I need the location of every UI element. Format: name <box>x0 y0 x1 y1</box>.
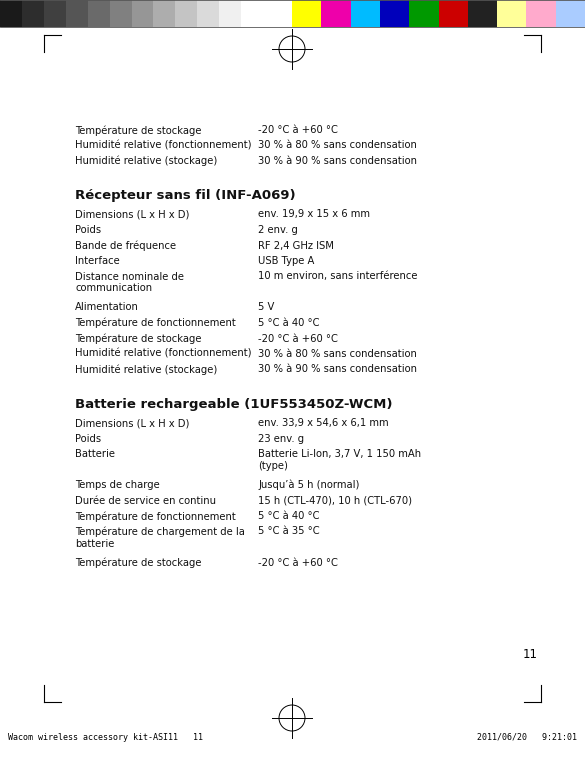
Bar <box>439 0 468 27</box>
Text: Interface: Interface <box>75 256 120 266</box>
Text: Batterie: Batterie <box>75 449 115 459</box>
Bar <box>409 0 439 27</box>
Bar <box>350 0 380 27</box>
Bar <box>292 0 321 27</box>
Text: 23 env. g: 23 env. g <box>258 434 304 444</box>
Text: RF 2,4 GHz ISM: RF 2,4 GHz ISM <box>258 240 334 250</box>
Bar <box>321 0 350 27</box>
Bar <box>22 0 44 27</box>
Text: Température de stockage: Température de stockage <box>75 125 201 136</box>
Text: Batterie rechargeable (1UF553450Z-WCM): Batterie rechargeable (1UF553450Z-WCM) <box>75 398 393 411</box>
Text: Temps de charge: Temps de charge <box>75 480 160 490</box>
Bar <box>132 0 153 27</box>
Text: 5 °C à 40 °C: 5 °C à 40 °C <box>258 318 319 328</box>
Bar <box>44 0 66 27</box>
Text: Durée de service en continu: Durée de service en continu <box>75 496 216 505</box>
Text: Batterie Li-Ion, 3,7 V, 1 150 mAh
(type): Batterie Li-Ion, 3,7 V, 1 150 mAh (type) <box>258 449 421 470</box>
Text: Alimentation: Alimentation <box>75 303 139 313</box>
Text: Bande de fréquence: Bande de fréquence <box>75 240 176 251</box>
Bar <box>556 0 585 27</box>
Text: 5 V: 5 V <box>258 303 274 313</box>
Text: Température de fonctionnement: Température de fonctionnement <box>75 511 236 521</box>
Text: Dimensions (L x H x D): Dimensions (L x H x D) <box>75 209 190 219</box>
Bar <box>153 0 176 27</box>
Text: 5 °C à 35 °C: 5 °C à 35 °C <box>258 527 319 537</box>
Bar <box>109 0 132 27</box>
Bar <box>197 0 219 27</box>
Bar <box>241 0 263 27</box>
Text: env. 33,9 x 54,6 x 6,1 mm: env. 33,9 x 54,6 x 6,1 mm <box>258 418 388 428</box>
Text: 5 °C à 40 °C: 5 °C à 40 °C <box>258 511 319 521</box>
Bar <box>497 0 526 27</box>
Text: Humidité relative (fonctionnement): Humidité relative (fonctionnement) <box>75 349 252 359</box>
Text: 30 % à 80 % sans condensation: 30 % à 80 % sans condensation <box>258 140 417 150</box>
Bar <box>176 0 197 27</box>
Text: Température de chargement de la
batterie: Température de chargement de la batterie <box>75 527 245 548</box>
Text: Poids: Poids <box>75 434 101 444</box>
Text: USB Type A: USB Type A <box>258 256 314 266</box>
Text: Récepteur sans fil (INF-A069): Récepteur sans fil (INF-A069) <box>75 189 295 203</box>
Text: Distance nominale de
communication: Distance nominale de communication <box>75 272 184 293</box>
Text: Dimensions (L x H x D): Dimensions (L x H x D) <box>75 418 190 428</box>
Text: -20 °C à +60 °C: -20 °C à +60 °C <box>258 125 338 135</box>
Text: Humidité relative (stockage): Humidité relative (stockage) <box>75 364 217 375</box>
Text: 2 env. g: 2 env. g <box>258 225 298 235</box>
Text: 30 % à 80 % sans condensation: 30 % à 80 % sans condensation <box>258 349 417 359</box>
Bar <box>468 0 497 27</box>
Text: 2011/06/20   9:21:01: 2011/06/20 9:21:01 <box>477 733 577 742</box>
Bar <box>219 0 241 27</box>
Text: Wacom wireless accessory kit-ASI11   11: Wacom wireless accessory kit-ASI11 11 <box>8 733 203 742</box>
Text: 15 h (CTL-470), 10 h (CTL-670): 15 h (CTL-470), 10 h (CTL-670) <box>258 496 412 505</box>
Text: Humidité relative (fonctionnement): Humidité relative (fonctionnement) <box>75 140 252 150</box>
Text: 10 m environ, sans interférence: 10 m environ, sans interférence <box>258 272 418 282</box>
Bar <box>380 0 409 27</box>
Bar <box>66 0 88 27</box>
Text: Température de stockage: Température de stockage <box>75 333 201 344</box>
Text: 30 % à 90 % sans condensation: 30 % à 90 % sans condensation <box>258 156 417 166</box>
Text: 11: 11 <box>522 648 538 661</box>
Text: Température de stockage: Température de stockage <box>75 557 201 568</box>
Bar <box>0 0 22 27</box>
Text: Poids: Poids <box>75 225 101 235</box>
Bar <box>88 0 109 27</box>
Bar <box>526 0 556 27</box>
Text: -20 °C à +60 °C: -20 °C à +60 °C <box>258 557 338 567</box>
Text: -20 °C à +60 °C: -20 °C à +60 °C <box>258 333 338 343</box>
Text: Humidité relative (stockage): Humidité relative (stockage) <box>75 156 217 166</box>
Text: Jusqu’à 5 h (normal): Jusqu’à 5 h (normal) <box>258 480 359 490</box>
Text: env. 19,9 x 15 x 6 mm: env. 19,9 x 15 x 6 mm <box>258 209 370 219</box>
Text: 30 % à 90 % sans condensation: 30 % à 90 % sans condensation <box>258 364 417 374</box>
Text: Température de fonctionnement: Température de fonctionnement <box>75 318 236 329</box>
